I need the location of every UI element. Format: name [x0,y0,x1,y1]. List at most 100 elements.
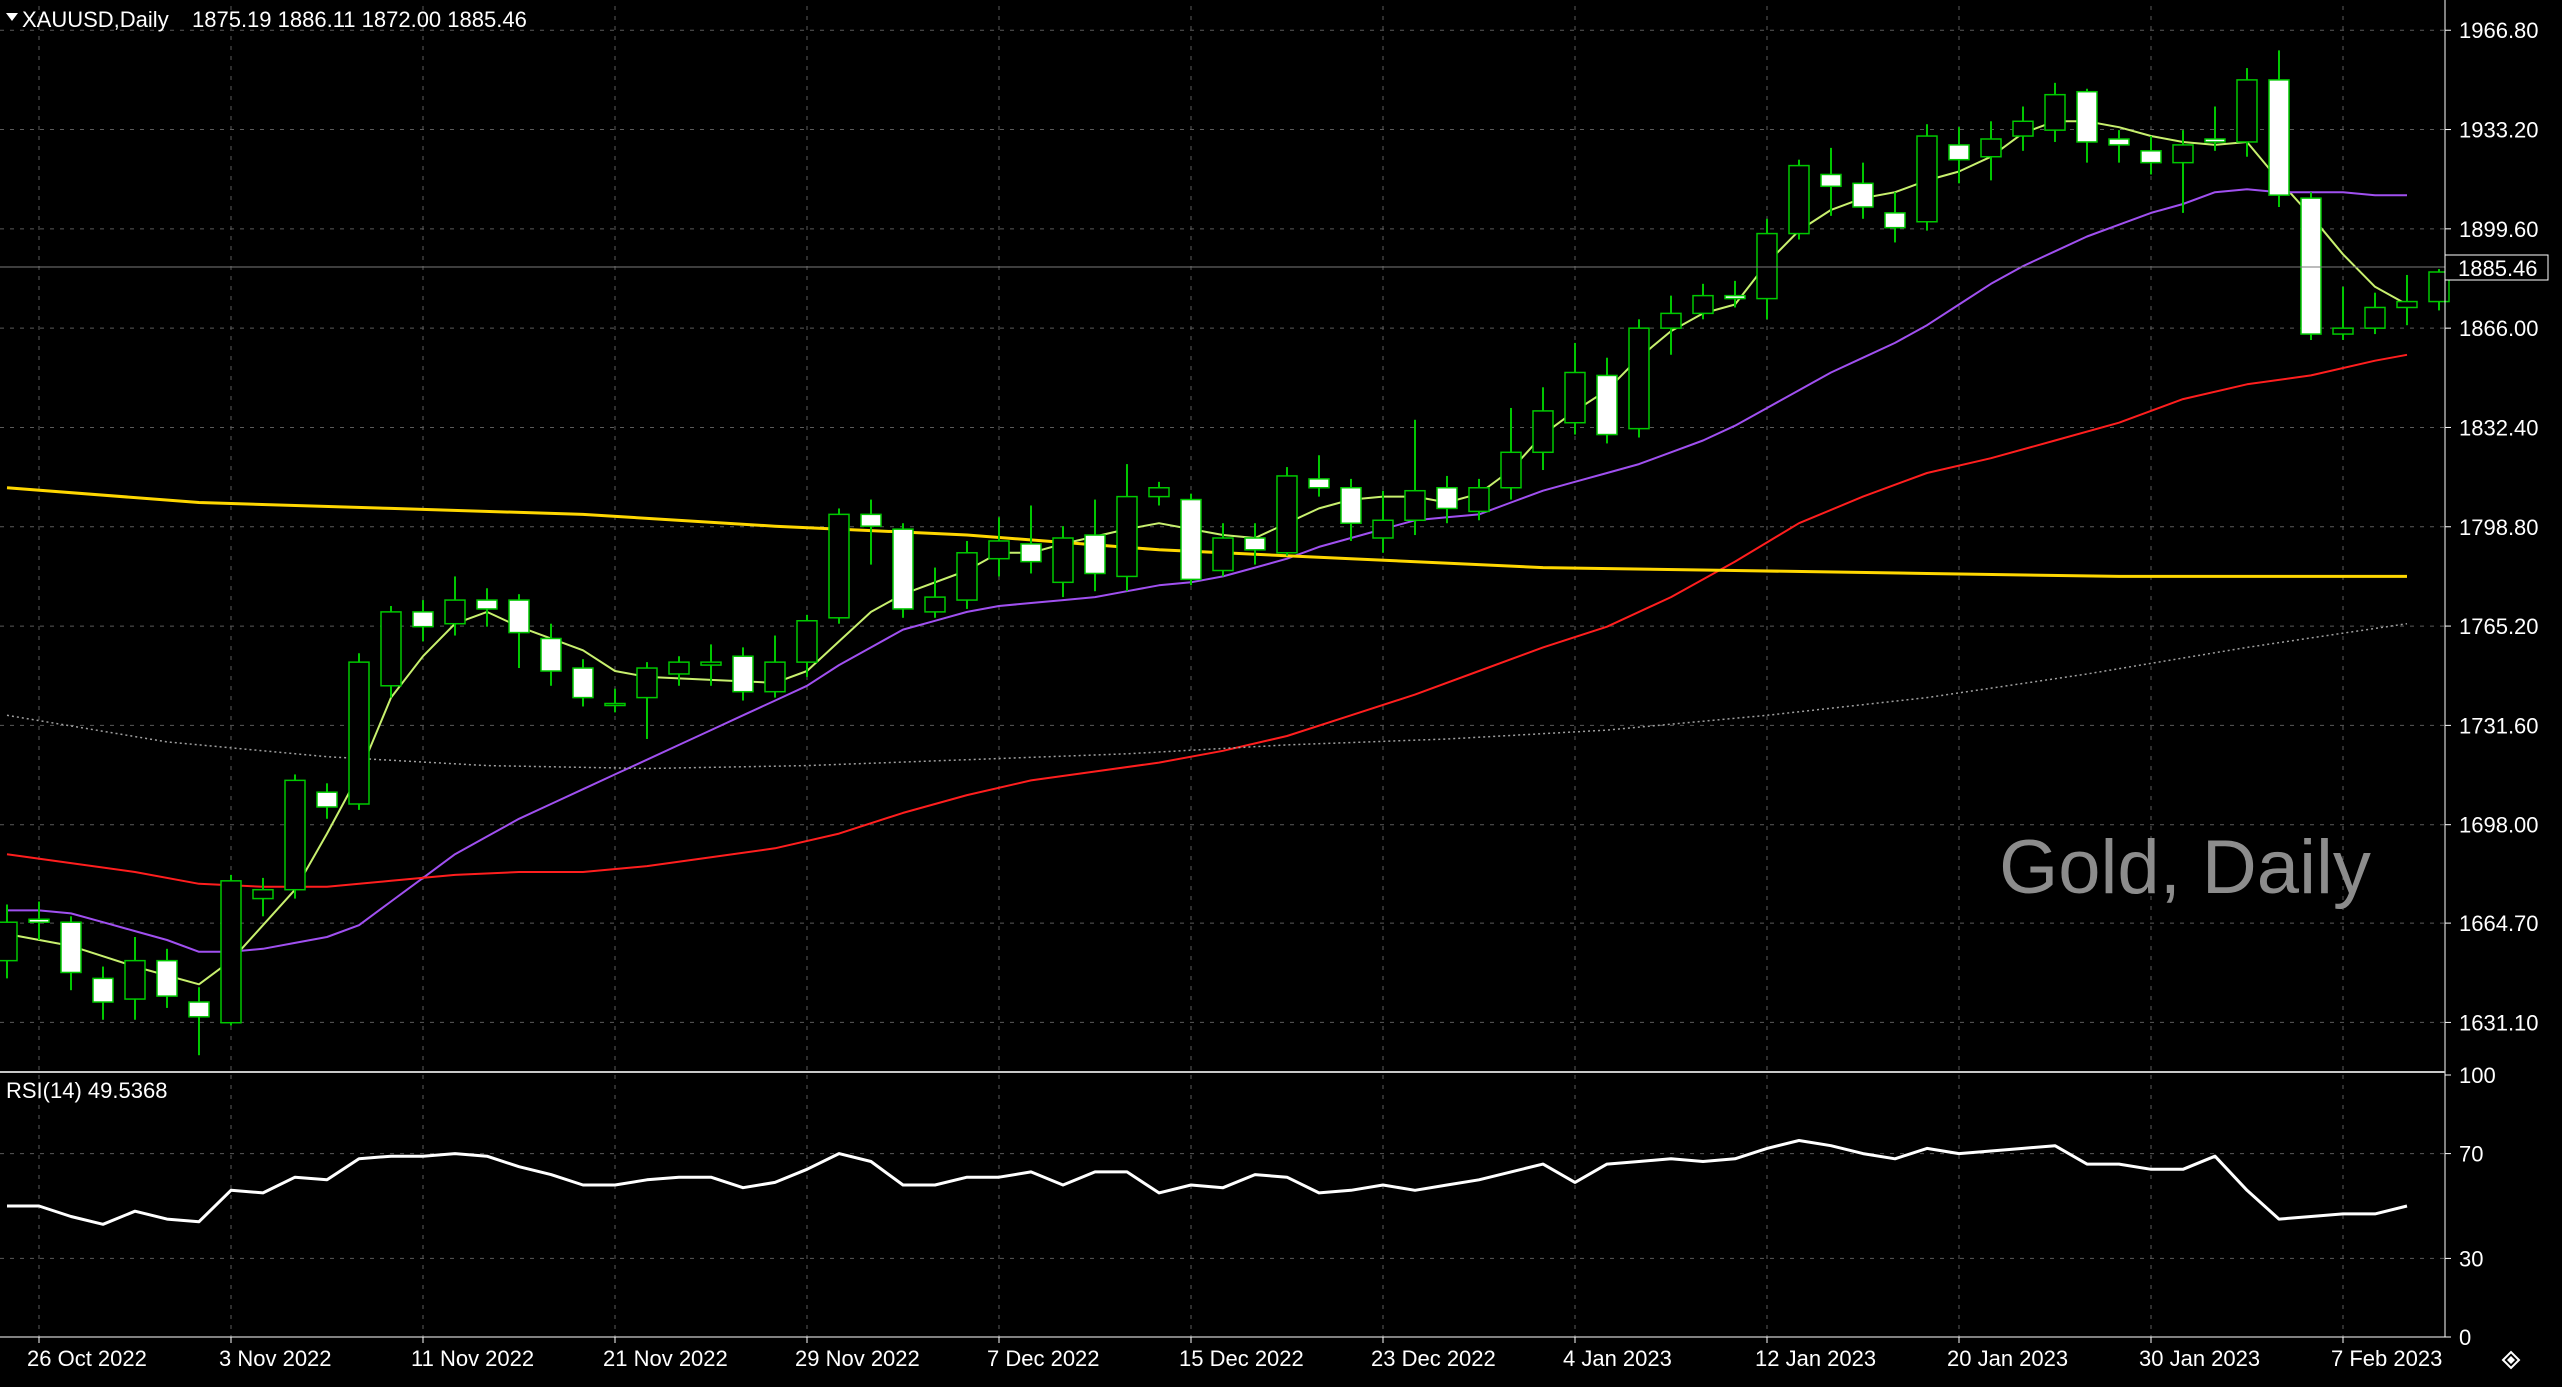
candle-body-down [2108,138,2130,146]
chart-header: XAUUSD,Daily 1875.19 1886.11 1872.00 188… [6,7,527,32]
date-tick-label: 4 Jan 2023 [1563,1346,1672,1371]
candle-body-up [444,599,466,625]
candle-body-down [1596,374,1618,436]
candle-body-down [1340,487,1362,524]
candle [1532,387,1554,471]
candle [1724,280,1746,308]
price-tick-label: 1765.20 [2459,614,2539,639]
candlesticks [0,50,2450,1056]
candle-body-up [1372,519,1394,539]
candle-body-down [2300,197,2322,335]
candle-body-up [1916,135,1938,223]
price-tick-label: 1731.60 [2459,713,2539,738]
candle-body-down [1820,173,1842,188]
current-price-label: 1885.46 [2458,256,2538,281]
candle-body-down [1084,534,1106,575]
date-tick-label: 7 Feb 2023 [2331,1346,2442,1371]
date-tick-label: 7 Dec 2022 [987,1346,1100,1371]
candle [2012,106,2034,151]
date-tick-label: 12 Jan 2023 [1755,1346,1876,1371]
symbol-label: XAUUSD,Daily [22,7,169,32]
candle [1308,455,1330,497]
candle-body-up [1756,232,1778,300]
price-tick-label: 1798.80 [2459,515,2539,540]
candle [348,653,370,810]
date-tick-label: 11 Nov 2022 [411,1346,534,1371]
date-tick-label: 26 Oct 2022 [27,1346,147,1371]
candle-body-down [1436,487,1458,510]
candle [1084,499,1106,592]
candle [1788,159,1810,240]
candle-body-up [124,959,146,1000]
candle-body-up [1148,487,1170,498]
candle-body-up [2012,120,2034,137]
rsi-line [7,1139,2408,1226]
axes: 1966.80 1933.20 1899.60 1866.00 1832.40 1798.… [0,0,2539,1371]
candle [2300,192,2322,340]
candle [1052,526,1074,598]
candle [668,656,690,686]
candle-body-down [540,637,562,672]
candle-body-up [1404,489,1426,522]
date-tick-label: 21 Nov 2022 [603,1346,728,1371]
candle [1500,407,1522,500]
candle-body-down [188,1001,210,1018]
candle [2108,130,2130,163]
date-tick-label: 30 Jan 2023 [2139,1346,2260,1371]
candle [924,567,946,618]
candle [2396,274,2418,326]
candle-body-down [2076,90,2098,143]
dropdown-triangle-icon[interactable] [6,13,18,21]
candle-body-up [1116,495,1138,578]
candle [700,644,722,686]
ma-line-ma-long [6,486,2407,578]
candle [2428,269,2450,311]
candle [1916,124,1938,231]
candle-body-down [1180,498,1202,581]
candle [1340,478,1362,541]
candle [636,662,658,739]
candle [508,594,530,669]
candle [828,508,850,624]
candle-body-down [892,528,914,610]
candle-body-down [92,977,114,1003]
candle-body-down [316,791,338,808]
candle-body-down [60,921,82,974]
candle [1180,493,1202,586]
candle-body-down [572,667,594,699]
candle [188,987,210,1056]
candle-body-down [2268,79,2290,196]
candle [316,783,338,819]
price-tick-label: 1899.60 [2459,217,2539,242]
candle-body-up [668,661,690,675]
grid [0,6,2445,1337]
candle-body-down [1244,537,1266,551]
candle [1468,478,1490,521]
candle [1564,342,1586,435]
candle [604,688,626,713]
candle [988,517,1010,577]
ma-line-ma-dotted [6,622,2408,770]
candle-body-up [604,702,626,707]
candle-body-down [860,513,882,527]
candle-body-up [2236,79,2258,143]
date-tick-label: 29 Nov 2022 [795,1346,920,1371]
candle-body-down [508,599,530,634]
candle [1852,162,1874,219]
candle-body-up [636,667,658,699]
candle [2172,130,2194,213]
candle-body-up [2172,144,2194,164]
candle [860,499,882,565]
candle-body-up [1468,487,1490,513]
candle [2204,106,2226,151]
candle [156,948,178,1008]
candle-body-down [1020,543,1042,563]
candle-body-up [1052,537,1074,584]
candle-body-down [732,655,754,693]
candle [252,877,274,917]
candle-body-down [28,918,50,923]
candle [796,614,818,677]
candle-body-down [412,611,434,628]
candle [1436,475,1458,524]
candle [1244,523,1266,565]
